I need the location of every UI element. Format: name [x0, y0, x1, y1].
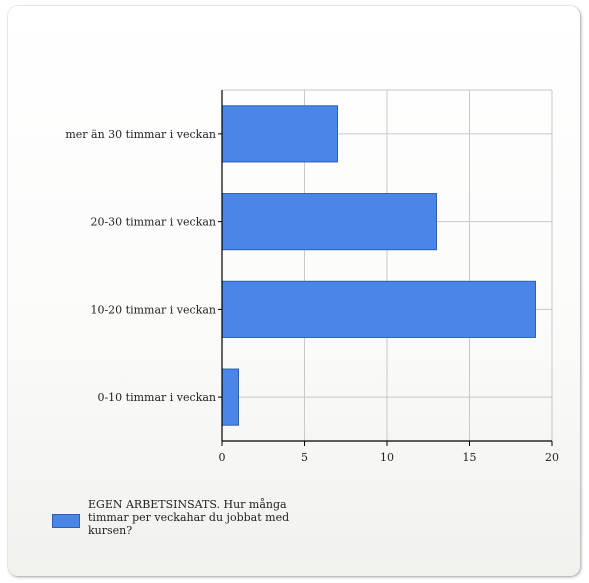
x-tick-label: 10 [380, 451, 394, 464]
bar [221, 280, 536, 338]
x-tick-label: 5 [301, 451, 308, 464]
x-tick-label: 20 [545, 451, 559, 464]
y-tick-label: mer än 30 timmar i veckan [65, 128, 216, 141]
bar [221, 193, 437, 251]
y-tick-label: 10-20 timmar i veckan [90, 303, 216, 316]
legend-label: EGEN ARBETSINSATS. Hur många timmar per … [88, 498, 290, 537]
y-tick-label: 20-30 timmar i veckan [90, 216, 216, 229]
x-tick-label: 15 [463, 451, 477, 464]
y-tick-label: 0-10 timmar i veckan [97, 391, 216, 404]
bar [221, 368, 239, 426]
x-tick-label: 0 [219, 451, 226, 464]
legend-swatch [52, 513, 80, 528]
bar [221, 105, 338, 163]
legend: EGEN ARBETSINSATS. Hur många timmar per … [52, 498, 328, 537]
